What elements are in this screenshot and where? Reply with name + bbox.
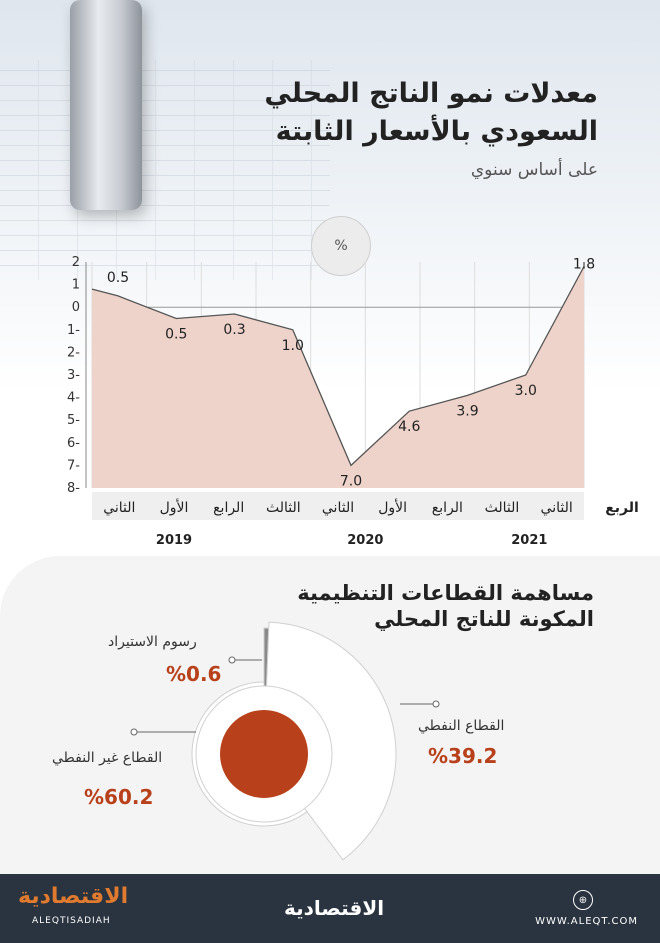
data-label: 7.0 bbox=[340, 473, 362, 489]
slice-value-oil: %39.2 bbox=[428, 744, 498, 768]
year-label: 2019 bbox=[156, 533, 192, 548]
chart-title: معدلات نمو الناتج المحلي السعودي بالأسعا… bbox=[178, 75, 598, 151]
brand-logo[interactable]: الاقتصادية bbox=[18, 884, 129, 909]
chart-subtitle: على أساس سنوي bbox=[470, 160, 598, 180]
slice-value-import-fees: %0.6 bbox=[166, 662, 222, 686]
year-label: 2021 bbox=[511, 533, 547, 548]
data-label: 0.5 bbox=[165, 327, 187, 343]
growth-area bbox=[92, 262, 584, 488]
data-label: 3.9 bbox=[456, 403, 478, 419]
y-tick-label: 8- bbox=[67, 481, 80, 496]
data-label: 0.3 bbox=[223, 322, 245, 338]
slice-label-import-fees: رسوم الاستيراد bbox=[108, 634, 197, 650]
leader-dot bbox=[432, 700, 440, 708]
y-tick-label: 3- bbox=[67, 368, 80, 383]
y-tick-label: 7- bbox=[67, 458, 80, 473]
y-tick-label: 1 bbox=[72, 278, 80, 293]
y-tick-label: 0 bbox=[72, 300, 80, 315]
sector-pie-chart bbox=[130, 621, 440, 861]
coin-image bbox=[70, 0, 142, 210]
slice-value-non-oil: %60.2 bbox=[84, 785, 154, 809]
data-label: 0.5 bbox=[107, 270, 129, 286]
x-tick-label: الثالث bbox=[266, 500, 301, 516]
brand-logo-center[interactable]: الاقتصادية bbox=[284, 896, 385, 920]
x-axis-band bbox=[92, 492, 584, 520]
y-tick-label: 2 bbox=[72, 255, 80, 270]
x-axis-title: الربع bbox=[605, 500, 639, 516]
y-tick-label: 1- bbox=[67, 323, 80, 338]
y-tick-label: 2- bbox=[67, 345, 80, 360]
leader-dot bbox=[228, 656, 236, 664]
x-tick-label: الثاني bbox=[322, 500, 354, 516]
sector-title: مساهمة القطاعات التنظيمية المكونة للناتج… bbox=[297, 581, 594, 631]
website-link[interactable]: WWW.ALEQT.COM bbox=[535, 916, 638, 927]
year-label: 2020 bbox=[347, 533, 383, 548]
x-tick-label: الثالث bbox=[485, 500, 520, 516]
y-tick-label: 4- bbox=[67, 391, 80, 406]
x-tick-label: الرابع bbox=[432, 500, 463, 516]
x-tick-label: الثاني bbox=[103, 500, 135, 516]
x-tick-label: الرابع bbox=[213, 500, 244, 516]
growth-line bbox=[91, 262, 585, 467]
slice-label-oil: القطاع النفطي bbox=[418, 718, 505, 734]
y-tick-label: 5- bbox=[67, 413, 80, 428]
data-label: 1.0 bbox=[282, 338, 304, 354]
pie-center bbox=[220, 710, 308, 798]
gdp-growth-chart: 2 1 0 1- 2- 3- 4- 5- 6- 7- 8- 0.5 0.5 0.3 1.0 7.0 4.6 3.… bbox=[67, 255, 639, 548]
y-tick-label: 6- bbox=[67, 436, 80, 451]
background-paper-image bbox=[0, 60, 330, 280]
globe-icon: ⊕ bbox=[573, 890, 593, 910]
x-tick-label: الأول bbox=[160, 498, 189, 516]
data-label: 3.0 bbox=[515, 383, 537, 399]
chart-title-line1: معدلات نمو الناتج المحلي bbox=[264, 78, 598, 109]
leader-dot bbox=[130, 728, 138, 736]
unit-badge: % bbox=[311, 216, 371, 276]
chart-title-line2: السعودي بالأسعار الثابتة bbox=[275, 116, 598, 147]
x-tick-label: الأول bbox=[378, 498, 407, 516]
footer: الاقتصادية ALEQTISADIAH الاقتصادية ⊕ WWW… bbox=[0, 874, 660, 943]
data-label: 1.8 bbox=[573, 257, 595, 273]
data-label: 4.6 bbox=[398, 419, 420, 435]
x-tick-label: الثاني bbox=[541, 500, 573, 516]
brand-logo-latin: ALEQTISADIAH bbox=[32, 916, 111, 926]
slice-label-non-oil: القطاع غير النفطي bbox=[52, 750, 163, 766]
